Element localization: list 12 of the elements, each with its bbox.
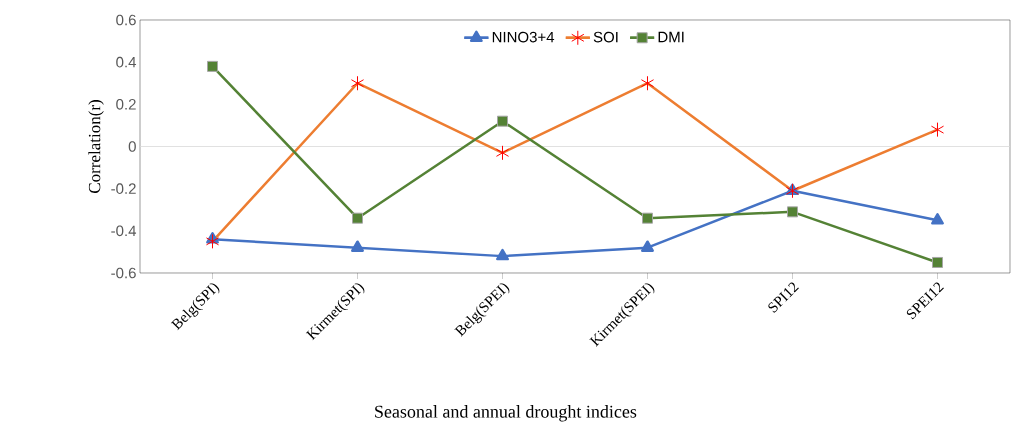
y-tick-label: 0 xyxy=(128,141,136,152)
y-tick-label: -0.6 xyxy=(111,267,136,279)
legend-label: SOI xyxy=(593,31,618,43)
x-axis-title: Seasonal and annual drought indices xyxy=(375,405,637,422)
y-tick-label: 0.4 xyxy=(116,56,137,68)
legend-label: NINO3+4 xyxy=(492,31,555,43)
y-tick-label: -0.4 xyxy=(111,225,137,237)
y-tick-label: 0.6 xyxy=(116,14,136,26)
y-tick-label: -0.2 xyxy=(111,183,136,194)
y-axis-title: Correlation(r) xyxy=(88,100,104,194)
legend-label: DMI xyxy=(658,31,684,43)
y-tick-label: 0.2 xyxy=(116,99,136,110)
